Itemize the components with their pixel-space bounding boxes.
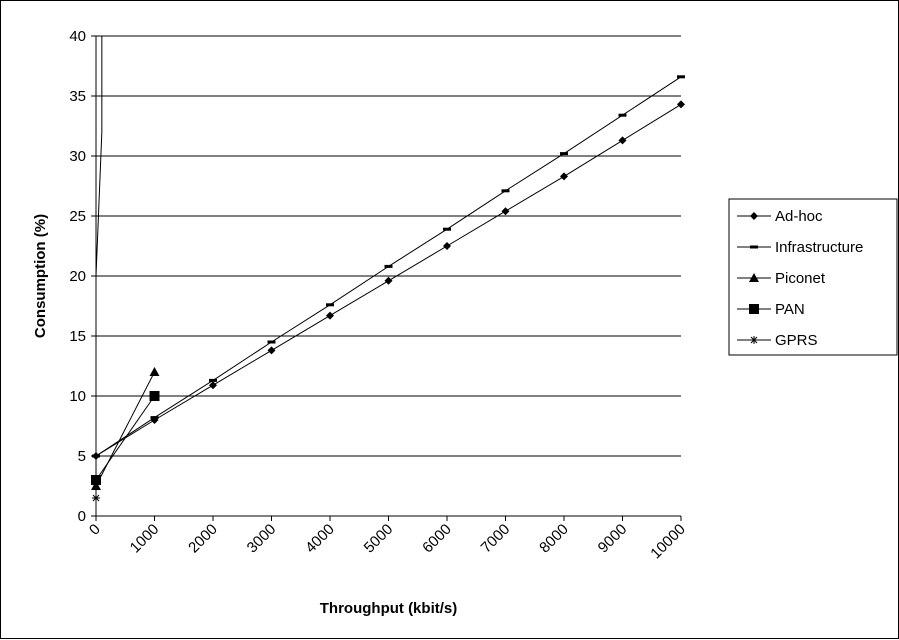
data-point-ad-hoc <box>618 136 627 145</box>
y-tick-label: 15 <box>69 328 86 345</box>
x-tick-label: 7000 <box>478 521 514 557</box>
x-tick-label: 6000 <box>419 521 455 557</box>
y-tick-label: 30 <box>69 148 86 165</box>
legend-marker-gprs <box>750 336 758 344</box>
data-point-infrastructure <box>267 340 276 344</box>
legend-marker-pan <box>749 304 759 314</box>
y-tick-labels: 0 5 10 15 20 25 30 35 40 <box>69 28 86 525</box>
data-point-infrastructure <box>443 227 451 231</box>
legend-marker-gprs-stroke <box>750 336 758 344</box>
x-axis-title: Throughput (kbit/s) <box>320 600 457 617</box>
series-line-pan <box>95 395 155 481</box>
series-line-gprs <box>95 36 103 498</box>
series-pan <box>91 391 160 485</box>
data-point-infrastructure <box>150 416 159 420</box>
axes <box>91 35 682 521</box>
data-point-infrastructure <box>560 152 568 156</box>
x-tick-label: 1000 <box>127 521 163 557</box>
data-point-gprs-stroke <box>92 494 100 502</box>
series-piconet <box>91 367 160 490</box>
y-tick-label: 25 <box>69 208 86 225</box>
series-ad-hoc <box>92 100 685 460</box>
series-line-piconet <box>95 371 155 487</box>
legend-item-infrastructure: Infrastructure <box>737 239 863 256</box>
data-point-ad-hoc <box>501 207 510 216</box>
legend-item-piconet: Piconet <box>737 270 826 287</box>
data-point-ad-hoc <box>267 346 276 355</box>
series-infrastructure <box>92 75 685 458</box>
data-point-ad-hoc <box>384 276 393 285</box>
data-point-infrastructure <box>209 378 217 382</box>
data-point-piconet <box>149 367 160 376</box>
data-point-pan <box>149 391 160 401</box>
legend-label: Ad-hoc <box>775 208 823 225</box>
data-point-ad-hoc <box>326 311 334 320</box>
legend-label: Piconet <box>775 270 826 287</box>
legend-item-gprs: GPRS <box>737 332 818 349</box>
legend-label: PAN <box>775 301 805 318</box>
legend: Ad-hoc Infrastructure Piconet PAN GPRS <box>728 198 898 356</box>
data-point-infrastructure <box>384 264 393 268</box>
legend-item-ad-hoc: Ad-hoc <box>737 208 823 225</box>
data-point-gprs <box>92 494 100 502</box>
legend-label: GPRS <box>775 332 818 349</box>
x-tick-label: 10000 <box>647 521 689 563</box>
data-point-infrastructure <box>618 113 627 117</box>
x-tick-label: 5000 <box>361 521 397 557</box>
y-tick-label: 5 <box>78 448 86 465</box>
legend-label: Infrastructure <box>775 239 863 256</box>
y-tick-label: 40 <box>69 28 86 45</box>
y-tick-label: 20 <box>69 268 86 285</box>
x-tick-label: 0 <box>86 521 104 539</box>
legend-marker-ad-hoc <box>750 212 758 220</box>
data-point-infrastructure <box>501 189 510 193</box>
legend-item-pan: PAN <box>737 301 805 318</box>
data-point-infrastructure <box>677 75 685 79</box>
data-point-ad-hoc <box>560 172 568 181</box>
y-axis-title: Consumption (%) <box>32 214 49 338</box>
x-tick-labels: 0 1000 2000 3000 4000 5000 6000 7000 8000 9000 100… <box>86 521 689 563</box>
y-tick-label: 10 <box>69 388 86 405</box>
series-group <box>91 36 685 502</box>
x-tick-label: 3000 <box>244 521 280 557</box>
x-tick-label: 9000 <box>595 521 631 557</box>
data-point-ad-hoc <box>209 381 217 390</box>
data-point-infrastructure <box>326 303 334 307</box>
x-tick-label: 8000 <box>536 521 572 557</box>
series-gprs <box>92 36 103 502</box>
gridlines <box>96 35 681 457</box>
legend-marker-infrastructure <box>750 245 758 249</box>
y-tick-label: 35 <box>69 88 86 105</box>
data-point-ad-hoc <box>443 242 451 250</box>
x-tick-label: 2000 <box>185 521 221 557</box>
x-tick-label: 4000 <box>302 521 338 557</box>
legend-box <box>728 198 898 356</box>
data-point-ad-hoc <box>677 100 685 109</box>
y-tick-label: 0 <box>78 508 86 525</box>
legend-marker-piconet <box>749 273 759 282</box>
